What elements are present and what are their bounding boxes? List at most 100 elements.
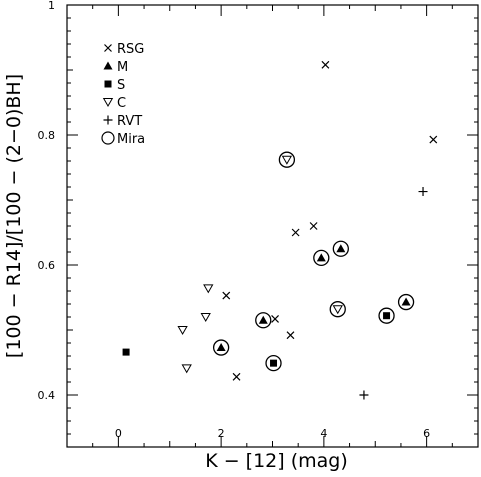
data-point-c xyxy=(278,151,296,168)
triangle-down-marker xyxy=(203,284,214,294)
y-axis-label: [100 − R14]/[100 − (2−0)BH] xyxy=(3,74,25,358)
cross-marker xyxy=(321,60,330,69)
legend-marker xyxy=(103,115,113,125)
axes-layer: 0 2 4 6 0.4 0.6 0.8 1 xyxy=(38,0,479,448)
data-point-rsg xyxy=(291,228,300,237)
circle-marker xyxy=(101,131,115,145)
triangle-down-marker xyxy=(200,313,211,323)
data-point-rsg xyxy=(429,135,438,144)
mira-circle-marker xyxy=(397,293,415,311)
legend-item-s: S xyxy=(104,78,125,93)
data-point-c xyxy=(181,364,192,374)
data-point-c xyxy=(329,301,346,318)
legend-marker xyxy=(103,61,113,70)
data-point-c xyxy=(177,326,188,336)
triangle-up-marker xyxy=(316,253,326,262)
data-point-m xyxy=(332,240,349,257)
legend-label: Mira xyxy=(117,132,145,147)
data-point-m xyxy=(397,293,415,311)
y-tick-label: 1 xyxy=(48,0,55,12)
legend-label: M xyxy=(117,60,128,75)
points-layer xyxy=(122,60,438,400)
triangle-down-marker xyxy=(281,155,293,165)
series-rsg xyxy=(222,60,438,381)
data-point-s xyxy=(122,348,130,356)
x-tick-label: 4 xyxy=(320,427,327,440)
mira-circle-marker xyxy=(332,240,349,257)
data-point-rsg xyxy=(309,222,318,230)
plot-frame xyxy=(66,4,479,448)
cross-marker xyxy=(429,135,438,144)
data-point-rvt xyxy=(359,390,369,400)
cross-marker xyxy=(222,291,231,300)
y-tick-label: 0.8 xyxy=(38,129,56,142)
data-point-m xyxy=(313,249,330,267)
cross-marker xyxy=(286,331,295,340)
legend: RSG MSC RVT Mira xyxy=(101,42,145,147)
mira-circle-marker xyxy=(265,354,282,372)
legend-marker xyxy=(101,131,115,145)
data-point-rsg xyxy=(271,315,279,323)
data-point-rvt xyxy=(418,187,428,197)
triangle-up-marker xyxy=(336,244,346,253)
x-axis-label: K − [12] (mag) xyxy=(205,450,348,472)
legend-label: C xyxy=(117,96,126,111)
square-marker xyxy=(122,348,130,356)
data-point-s xyxy=(378,307,395,324)
plus-marker xyxy=(418,187,428,197)
triangle-down-marker xyxy=(181,364,192,374)
triangle-down-marker xyxy=(332,305,343,315)
plus-marker xyxy=(103,115,113,125)
legend-item-mira: Mira xyxy=(101,131,145,147)
mira-circle-marker xyxy=(329,301,346,318)
cross-marker xyxy=(309,222,318,230)
cross-marker xyxy=(232,372,241,381)
data-point-c xyxy=(200,313,211,323)
legend-item-rsg: RSG xyxy=(104,42,144,57)
legend-label: RVT xyxy=(117,114,142,129)
square-marker xyxy=(383,312,391,320)
legend-marker xyxy=(104,80,112,88)
data-point-rsg xyxy=(321,60,330,69)
legend-marker xyxy=(104,44,112,52)
series-s xyxy=(122,307,395,372)
triangle-up-marker xyxy=(216,343,226,352)
data-point-m xyxy=(212,339,230,356)
legend-item-c: C xyxy=(102,96,126,111)
triangle-up-marker xyxy=(401,297,411,306)
cross-marker xyxy=(291,228,300,237)
mira-circle-marker xyxy=(278,151,296,168)
mira-circle-marker xyxy=(212,339,230,356)
cross-marker xyxy=(104,44,112,52)
legend-label: S xyxy=(117,78,125,93)
data-point-c xyxy=(203,284,214,294)
square-marker xyxy=(104,80,112,88)
mira-circle-marker xyxy=(313,249,330,267)
series-rvt xyxy=(359,187,428,400)
cross-marker xyxy=(271,315,279,323)
data-point-rsg xyxy=(286,331,295,340)
legend-label: RSG xyxy=(117,42,144,57)
x-tick-label: 0 xyxy=(115,427,122,440)
triangle-up-marker xyxy=(103,61,113,70)
legend-item-m: M xyxy=(103,60,128,75)
plus-marker xyxy=(359,390,369,400)
mira-circle-marker xyxy=(255,312,272,329)
y-tick-label: 0.6 xyxy=(38,259,56,272)
series-m xyxy=(212,240,415,356)
x-tick-label: 2 xyxy=(218,427,225,440)
legend-item-rvt: RVT xyxy=(103,114,142,129)
y-tick-label: 0.4 xyxy=(38,389,56,402)
triangle-down-marker xyxy=(102,98,114,108)
x-tick-label: 6 xyxy=(423,427,430,440)
triangle-up-marker xyxy=(258,315,268,324)
series-c xyxy=(177,151,346,374)
square-marker xyxy=(270,359,278,367)
triangle-down-marker xyxy=(177,326,188,336)
legend-marker xyxy=(102,98,114,108)
mira-circle-marker xyxy=(378,307,395,324)
data-point-s xyxy=(265,354,282,372)
data-point-m xyxy=(255,312,272,329)
